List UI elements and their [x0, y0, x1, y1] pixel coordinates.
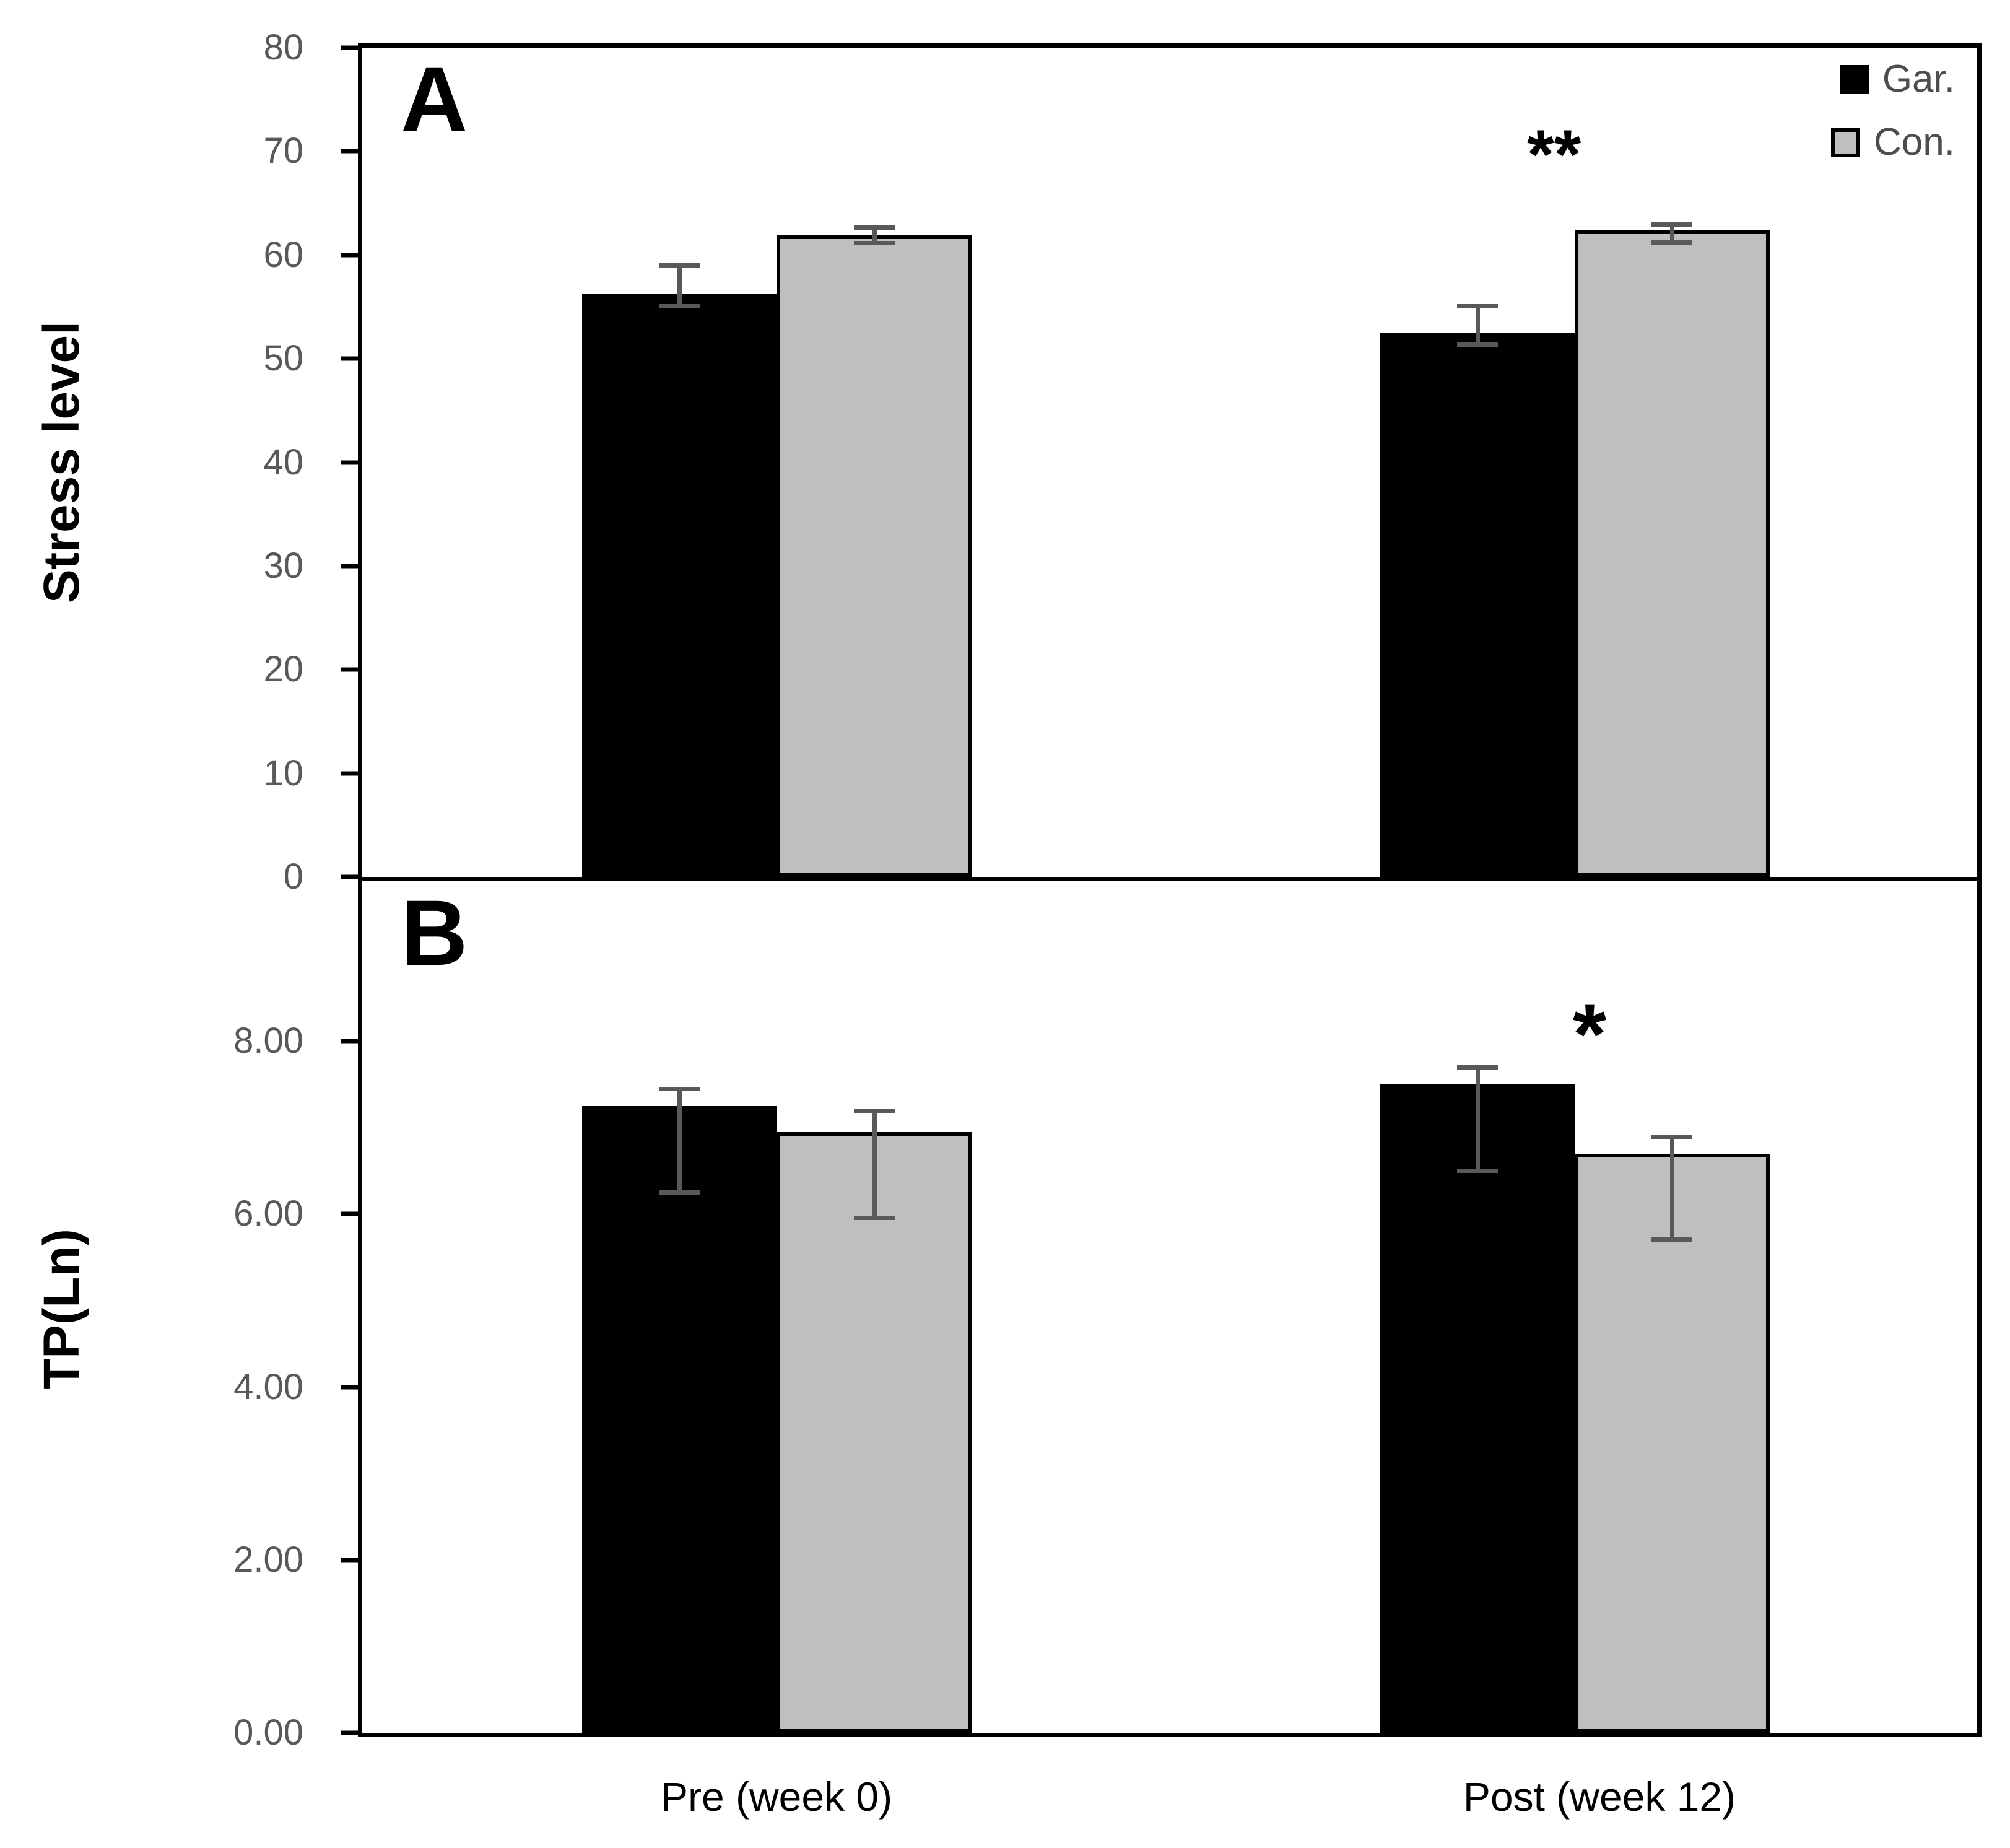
y-tick	[341, 1385, 362, 1390]
y-tick-label: 6.00	[233, 1193, 303, 1234]
y-tick	[341, 667, 362, 672]
gar-swatch-icon	[1839, 64, 1869, 94]
y-tick	[341, 1558, 362, 1563]
y-tick-label: 2.00	[233, 1539, 303, 1580]
y-tick	[341, 356, 362, 361]
bar-con-pre	[777, 1131, 972, 1733]
legend-item-con: Con.	[1831, 121, 1955, 163]
x-axis-label-post-week-12: Post (week 12)	[1463, 1774, 1736, 1820]
y-tick	[341, 1730, 362, 1735]
y-tick-label: 8.00	[233, 1021, 303, 1061]
y-tick	[341, 149, 362, 154]
y-tick	[341, 874, 362, 879]
panel-b-plot: B 0.00 2.00 4.00 6.00 8.00 *	[233, 881, 1982, 1751]
y-tick-label: 0	[283, 856, 303, 897]
y-tick	[341, 564, 362, 569]
error-bar-part	[1670, 1136, 1675, 1240]
error-bar-part	[1457, 342, 1499, 347]
error-bar-part	[872, 1110, 877, 1219]
legend-item-gar: Gar.	[1831, 58, 1955, 100]
y-tick	[341, 253, 362, 258]
y-tick-label: 10	[263, 752, 303, 793]
significance-marker: **	[1527, 116, 1581, 194]
error-bar-part	[659, 1190, 700, 1195]
error-bar-part	[659, 1087, 700, 1092]
y-tick-label: 20	[263, 649, 303, 690]
bar-con-pre	[777, 235, 972, 877]
y-axis-title-tp-ln: TP(Ln)	[33, 1229, 90, 1390]
error-bar-part	[853, 225, 895, 230]
error-bar-part	[1651, 1237, 1693, 1242]
error-bar-part	[677, 265, 682, 307]
error-bar-part	[853, 1216, 895, 1221]
y-tick-label: 50	[263, 338, 303, 379]
bar-gar-post	[1380, 333, 1575, 877]
legend-label-con: Con.	[1874, 121, 1955, 163]
y-tick	[341, 1211, 362, 1216]
y-tick-label: 40	[263, 442, 303, 482]
y-tick	[341, 771, 362, 776]
bar-gar-pre	[582, 1105, 777, 1733]
error-bar-part	[1651, 240, 1693, 245]
y-tick	[341, 1039, 362, 1044]
error-bar-part	[853, 1108, 895, 1113]
con-swatch-icon	[1831, 128, 1861, 157]
y-tick-label: 60	[263, 234, 303, 275]
error-bar-part	[659, 304, 700, 309]
y-tick-label: 70	[263, 131, 303, 172]
error-bar-part	[1651, 1134, 1693, 1139]
error-bar-part	[1651, 222, 1693, 227]
error-bar-part	[677, 1089, 682, 1193]
error-bar-part	[1457, 303, 1499, 308]
legend: Gar. Con.	[1831, 58, 1955, 188]
error-bar-part	[1476, 1067, 1481, 1171]
y-tick-label: 30	[263, 545, 303, 586]
bar-gar-post	[1380, 1084, 1575, 1733]
error-bar-part	[659, 263, 700, 268]
panel-b-letter: B	[401, 881, 468, 985]
bar-gar-pre	[582, 293, 777, 877]
y-tick-label: 0.00	[233, 1712, 303, 1753]
error-bar-part	[1476, 305, 1481, 346]
error-bar-part	[1457, 1065, 1499, 1070]
y-tick	[341, 460, 362, 464]
y-tick-label: 80	[263, 27, 303, 68]
x-axis-label-pre-week-0: Pre (week 0)	[660, 1774, 893, 1820]
y-axis-title-stress-level: Stress level	[33, 321, 90, 603]
legend-label-gar: Gar.	[1882, 58, 1955, 100]
error-bar-part	[872, 227, 877, 244]
significance-marker: *	[1572, 985, 1607, 1083]
bar-con-post	[1575, 230, 1770, 877]
error-bar-part	[853, 241, 895, 246]
error-bar-part	[1457, 1168, 1499, 1173]
error-bar-part	[1670, 224, 1675, 243]
y-tick-label: 4.00	[233, 1366, 303, 1407]
y-tick	[341, 45, 362, 50]
panel-a-plot: A Gar. Con. 0 10 20 30 40 50 60 70 80 **	[263, 30, 1982, 895]
panel-a-letter: A	[401, 47, 468, 151]
